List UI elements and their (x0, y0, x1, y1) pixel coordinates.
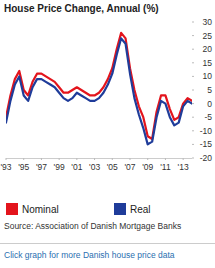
y-tick (192, 158, 194, 159)
y-tick-label: 30 (203, 17, 213, 27)
series-line (6, 38, 192, 144)
x-tick (59, 158, 60, 160)
legend-label: Nominal (22, 204, 59, 215)
legend-swatch (6, 203, 18, 215)
y-tick-label: 20 (203, 44, 213, 54)
x-tick (76, 158, 77, 160)
legend-swatch (114, 203, 126, 215)
y-tick (192, 130, 194, 131)
y-tick-label: 10 (203, 71, 213, 81)
x-axis-line (6, 158, 192, 159)
x-tick-label: '97 (36, 162, 47, 172)
x-tick-label: '95 (18, 162, 29, 172)
source: Source: Association of Danish Mortgage B… (4, 221, 181, 231)
y-tick-label: 15 (203, 58, 213, 68)
separator (0, 243, 215, 244)
y-tick (192, 35, 194, 36)
y-tick-label: 0 (207, 99, 212, 109)
x-tick (6, 158, 7, 160)
x-tick-label: '93 (0, 162, 11, 172)
x-tick (112, 158, 113, 160)
y-tick (192, 62, 194, 63)
legend-label: Real (130, 204, 151, 215)
x-tick (94, 158, 95, 160)
x-tick-label: '05 (107, 162, 118, 172)
x-tick-label: '01 (71, 162, 82, 172)
x-tick (165, 158, 166, 160)
y-tick-label: -20 (200, 153, 213, 163)
y-tick-label: 5 (207, 85, 212, 95)
y-tick (192, 144, 194, 145)
y-tick (192, 103, 194, 104)
x-tick-label: '13 (178, 162, 189, 172)
y-tick (192, 22, 194, 23)
y-tick-label: -10 (200, 126, 213, 136)
x-tick-label: '07 (124, 162, 135, 172)
y-tick-label: -5 (204, 112, 212, 122)
chart: House Price Change, Annual (%) 30 25 20 15 10… (0, 0, 215, 268)
plot-area (6, 33, 192, 145)
y-tick (192, 76, 194, 77)
y-tick (192, 49, 194, 50)
x-tick (41, 158, 42, 160)
y-tick-label: 25 (203, 31, 213, 41)
y-tick (192, 90, 194, 91)
link[interactable]: Click graph for more Danish house price … (4, 250, 175, 260)
x-tick (130, 158, 131, 160)
x-tick-label: '03 (89, 162, 100, 172)
y-tick (192, 117, 194, 118)
x-tick (147, 158, 148, 160)
title: House Price Change, Annual (%) (4, 3, 159, 14)
x-tick (183, 158, 184, 160)
x-tick-label: '11 (160, 162, 171, 172)
x-tick-label: '99 (54, 162, 65, 172)
x-tick (23, 158, 24, 160)
x-tick-label: '09 (142, 162, 153, 172)
y-tick-label: -15 (200, 139, 213, 149)
